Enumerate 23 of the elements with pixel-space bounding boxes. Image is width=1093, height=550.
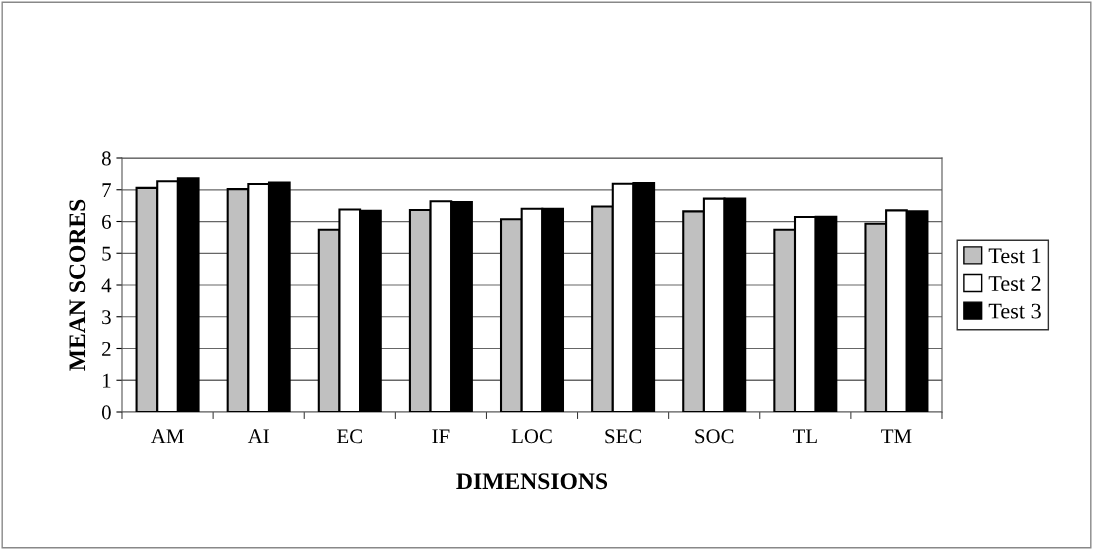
legend-label: Test 2 xyxy=(988,276,1041,291)
x-tick-label: SOC xyxy=(695,429,734,444)
y-tick-label: 0 xyxy=(101,405,111,420)
y-tick-label: 4 xyxy=(101,278,112,293)
x-tick-label: LOC xyxy=(511,429,552,444)
x-tick-label: AI xyxy=(247,429,269,444)
y-tick-label: 5 xyxy=(102,246,111,261)
x-axis-title: DIMENSIONS xyxy=(456,473,608,490)
legend-label: Test 3 xyxy=(988,303,1041,319)
y-tick-label: 1 xyxy=(103,373,111,388)
x-tick-label: SEC xyxy=(605,429,642,444)
x-tick-label: TL xyxy=(792,429,817,444)
y-tick-label: 7 xyxy=(102,183,111,197)
legend-label: Test 1 xyxy=(988,248,1041,264)
x-tick-label: AM xyxy=(150,429,184,444)
y-tick-label: 3 xyxy=(102,310,111,325)
y-axis-title: MEAN SCORES xyxy=(69,199,86,371)
y-tick-label: 6 xyxy=(102,214,111,229)
x-tick-label: EC xyxy=(337,429,362,444)
x-tick-label: IF xyxy=(432,429,450,444)
y-tick-label: 8 xyxy=(101,151,111,166)
y-tick-label: 2 xyxy=(102,341,111,356)
x-tick-label: TM xyxy=(881,429,912,444)
